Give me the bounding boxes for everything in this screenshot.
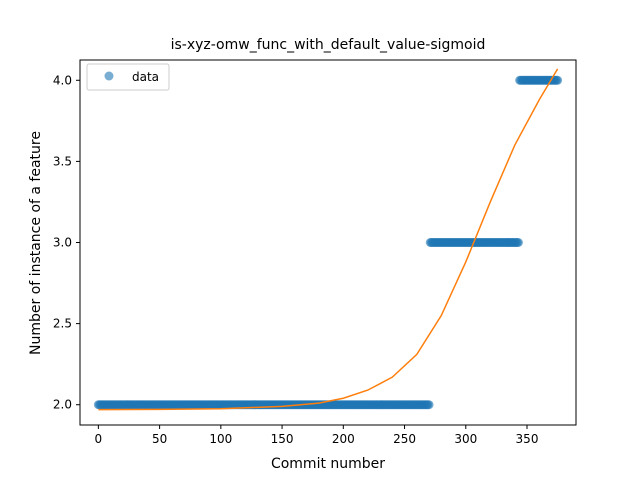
data-point (513, 238, 523, 247)
legend-label-data: data (132, 70, 159, 84)
x-tick-label: 100 (209, 432, 232, 446)
y-tick-label: 2.5 (53, 317, 72, 331)
x-tick-label: 0 (95, 432, 103, 446)
x-axis-label: Commit number (271, 456, 385, 472)
legend-box (86, 63, 170, 91)
y-axis-label: Number of instance of a feature (28, 131, 44, 355)
fit-line (98, 68, 559, 411)
x-tick-label: 200 (332, 432, 355, 446)
data-point (424, 400, 434, 410)
y-tick-label: 3.5 (53, 154, 72, 168)
data-point (553, 75, 563, 85)
x-tick-label: 300 (454, 432, 477, 446)
x-tick-label: 250 (393, 432, 416, 446)
plot-area: 0 50 100 150 200 250 300 350 2.0 2.5 3.0 3.5 4.0 (53, 59, 577, 446)
x-tick-label: 350 (516, 432, 539, 446)
x-tick-label: 150 (271, 432, 294, 446)
y-tick-label: 4.0 (53, 73, 72, 87)
legend: data (86, 63, 170, 91)
x-tick-label: 50 (152, 432, 167, 446)
y-tick-label: 3.0 (53, 236, 72, 250)
y-tick-label: 2.0 (53, 398, 72, 412)
chart-title: is-xyz-omw_func_with_default_value-sigmo… (171, 37, 486, 53)
legend-marker-data (104, 71, 114, 81)
